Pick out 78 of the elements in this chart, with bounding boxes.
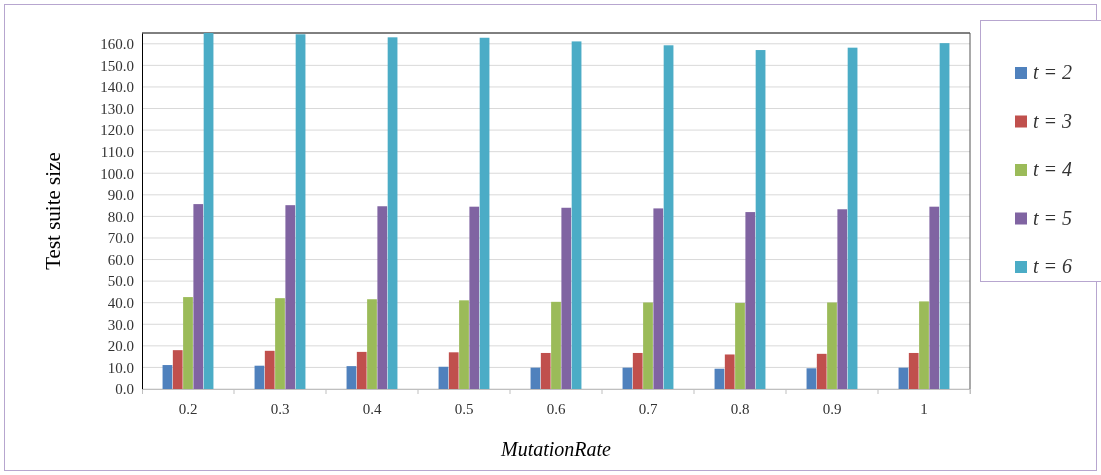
bar <box>448 352 459 389</box>
bar <box>346 366 357 389</box>
bar <box>540 352 551 389</box>
x-axis-title: MutationRate <box>500 438 612 460</box>
bar <box>827 302 837 389</box>
bar <box>898 367 909 389</box>
bar <box>755 50 766 389</box>
bar <box>203 33 214 389</box>
bar <box>806 368 817 389</box>
bar <box>714 368 725 389</box>
bar <box>908 352 919 389</box>
bar <box>479 37 490 389</box>
y-tick-label: 0.0 <box>115 381 134 398</box>
bar <box>653 208 664 389</box>
x-tick-label: 0.8 <box>730 400 750 417</box>
x-tick-label: 0.2 <box>178 400 198 417</box>
x-tick-label: 0.6 <box>546 400 566 417</box>
y-tick-label: 90.0 <box>107 187 134 204</box>
x-tick-label: 1 <box>920 400 928 417</box>
bar <box>275 298 285 389</box>
x-tick-label: 0.7 <box>638 400 658 417</box>
legend-label: t = 6 <box>1033 255 1073 277</box>
bar <box>295 34 306 389</box>
y-tick-label: 30.0 <box>107 316 134 333</box>
bar <box>735 302 745 389</box>
bar <box>162 365 173 389</box>
legend-label: t = 3 <box>1033 109 1073 132</box>
bar <box>919 301 929 389</box>
bar <box>622 367 633 389</box>
bar <box>254 365 265 389</box>
legend-label: t = 5 <box>1033 206 1073 229</box>
bar <box>193 204 204 389</box>
y-tick-label: 70.0 <box>107 230 134 247</box>
bar <box>264 350 275 389</box>
y-tick-label: 110.0 <box>100 143 134 160</box>
legend-label: t = 4 <box>1033 158 1073 180</box>
bar <box>438 366 449 389</box>
y-tick-label: 140.0 <box>100 79 134 96</box>
bar <box>643 302 653 389</box>
bar <box>183 297 193 389</box>
y-tick-label: 10.0 <box>107 359 134 376</box>
bar <box>356 351 367 389</box>
y-tick-label: 120.0 <box>100 122 134 139</box>
legend-label: t = 2 <box>1033 61 1073 83</box>
bar <box>285 205 296 389</box>
y-tick-label: 150.0 <box>100 57 134 74</box>
y-axis-title: Test suite size <box>41 152 65 270</box>
y-tick-label: 160.0 <box>100 36 134 53</box>
bar <box>816 353 827 389</box>
bar <box>530 367 541 389</box>
bar <box>663 45 674 389</box>
bar <box>377 206 388 389</box>
bar <box>929 206 940 389</box>
x-tick-label: 0.9 <box>822 400 842 417</box>
y-tick-label: 100.0 <box>100 165 134 182</box>
bar <box>745 212 756 389</box>
x-tick-label: 0.5 <box>454 400 474 417</box>
bar <box>172 350 183 389</box>
x-tick-label: 0.4 <box>362 400 382 417</box>
bar <box>561 207 572 389</box>
bar <box>367 299 377 389</box>
bar <box>724 354 735 389</box>
bar <box>459 300 469 389</box>
bar <box>847 47 858 389</box>
bar <box>551 301 561 389</box>
y-tick-label: 80.0 <box>107 208 134 225</box>
y-tick-label: 50.0 <box>107 273 134 290</box>
y-tick-label: 130.0 <box>100 100 134 117</box>
bar <box>469 206 480 389</box>
x-tick-label: 0.3 <box>270 400 290 417</box>
bar <box>632 352 643 389</box>
bar <box>939 43 950 389</box>
y-tick-label: 40.0 <box>107 295 134 311</box>
bar <box>837 209 848 389</box>
y-tick-label: 20.0 <box>107 338 134 355</box>
y-tick-label: 60.0 <box>107 251 134 268</box>
bar <box>387 37 398 389</box>
bar <box>571 41 582 389</box>
